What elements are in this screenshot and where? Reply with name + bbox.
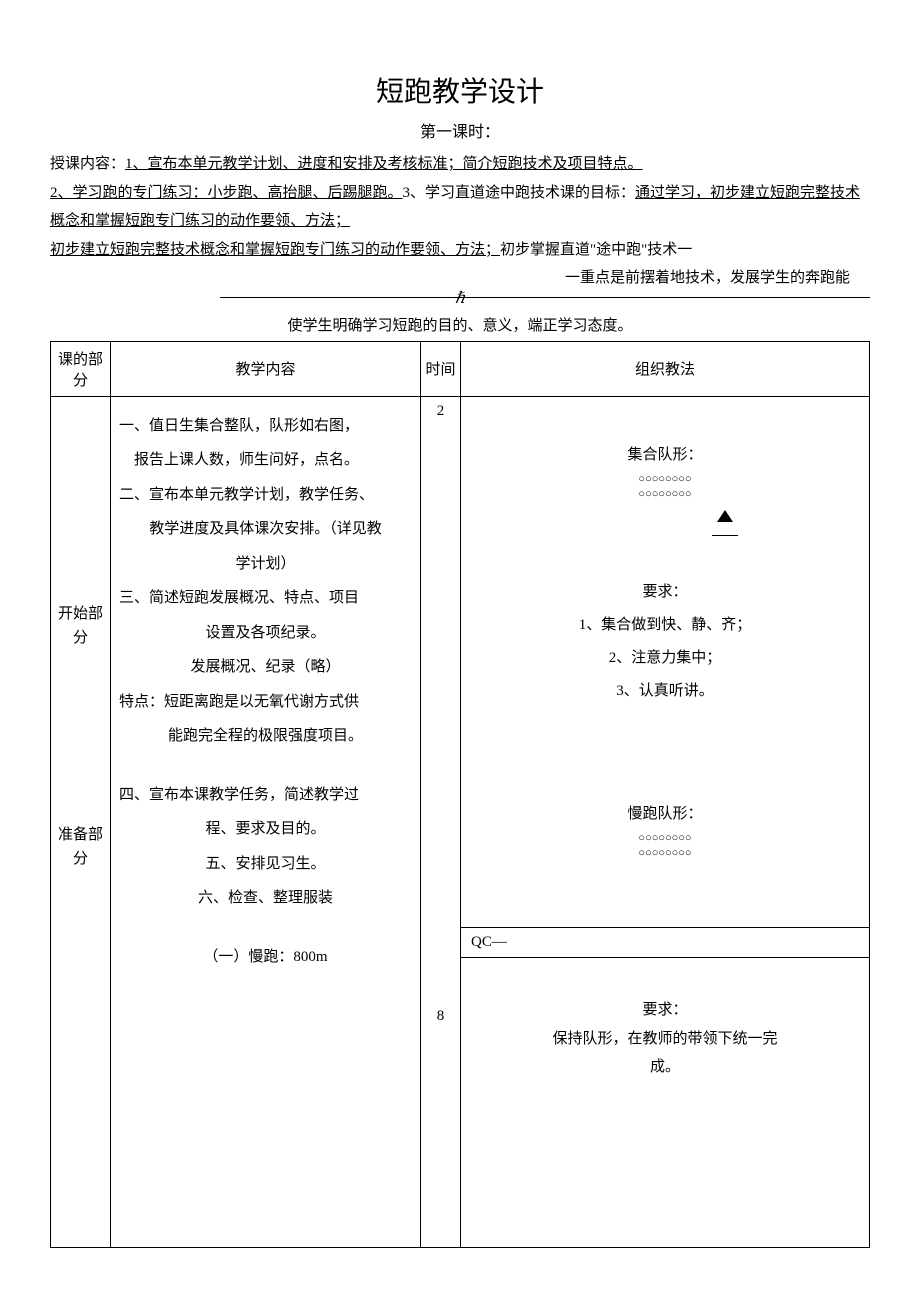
start-label: 开始部分 (55, 602, 106, 650)
table-row: （一）慢跑：800m 8 QC— 要求： 保持队形，在教师的带领下统一完 成。 (51, 928, 870, 1248)
content-l12: 程、要求及目的。 (119, 812, 412, 847)
jog-dots-1: ○○○○○○○○ (469, 831, 861, 846)
content-cell-1: 一、值日生集合整队，队形如右图， 报告上课人数，师生问好，点名。 二、宣布本单元… (111, 396, 421, 766)
req2-body1: 保持队形，在教师的带领下统一完 (465, 1027, 865, 1051)
jog-title: 慢跑队形： (469, 798, 861, 831)
intro-2b: 3、学习直道途中跑技术 (403, 185, 561, 201)
part-cell-2: 准备部分 (51, 766, 111, 928)
content-l14: 六、检查、整理服装 (119, 881, 412, 916)
method-cell-1: 集合队形： ○○○○○○○○ ○○○○○○○○ 要求： 1、集合做到快、静、齐；… (461, 396, 870, 766)
content-l6: 三、简述短跑发展概况、特点、项目 (119, 581, 412, 616)
part-cell: 开始部分 (51, 396, 111, 766)
header-time: 时间 (421, 341, 461, 396)
time-cell-1: 2 (421, 396, 461, 766)
content-l2: 报告上课人数，师生问好，点名。 (119, 443, 412, 478)
content-l10: 能跑完全程的极限强度项目。 (119, 719, 412, 754)
time-cell-blank (421, 766, 461, 928)
content-l7: 设置及各项纪录。 (119, 616, 412, 651)
purpose-line: 使学生明确学习短跑的目的、意义，端正学习态度。 (50, 308, 870, 341)
intro-2a: 2、学习跑的专门练习：小步跑、高抬腿、后踢腿跑。 (50, 185, 403, 201)
table-row: 准备部分 四、宣布本课教学任务，简述教学过 程、要求及目的。 五、安排见习生。 … (51, 766, 870, 928)
content-l13: 五、安排见习生。 (119, 847, 412, 882)
content-l8: 发展概况、纪录（略） (119, 650, 412, 685)
doc-subtitle: 第一课时： (50, 118, 870, 142)
req-1: 1、集合做到快、静、齐； (469, 609, 861, 642)
jog-dots-2: ○○○○○○○○ (469, 846, 861, 861)
qc-label: QC— (461, 928, 869, 958)
part-cell-3 (51, 928, 111, 1248)
content-l4: 教学进度及具体课次安排。（详见教 (119, 512, 412, 547)
content-cell-3: （一）慢跑：800m (111, 928, 421, 1248)
table-row: 开始部分 一、值日生集合整队，队形如右图， 报告上课人数，师生问好，点名。 二、… (51, 396, 870, 766)
lesson-table: 课的部分 教学内容 时间 组织教法 开始部分 一、值日生集合整队，队形如右图， … (50, 341, 870, 1249)
content-l3: 二、宣布本单元教学计划，教学任务、 (119, 478, 412, 513)
hbar-row: ℏ (50, 297, 870, 308)
intro-label: 授课内容： (50, 156, 125, 172)
header-part: 课的部分 (51, 341, 111, 396)
req2-title: 要求： (465, 994, 865, 1027)
content-l9: 特点：短距离跑是以无氧代谢方式供 (119, 685, 412, 720)
time-cell-2: 8 (421, 928, 461, 1248)
content-l15: （一）慢跑：800m (119, 940, 412, 975)
header-method: 组织教法 (461, 341, 870, 396)
req-3: 3、认真听讲。 (469, 675, 861, 708)
content-l11: 四、宣布本课教学任务，简述教学过 (119, 778, 412, 813)
req2-body2: 成。 (465, 1051, 865, 1084)
formation-dots-1: ○○○○○○○○ (469, 472, 861, 487)
method-cell-3: QC— 要求： 保持队形，在教师的带领下统一完 成。 (461, 928, 870, 1248)
header-content: 教学内容 (111, 341, 421, 396)
content-cell-2: 四、宣布本课教学任务，简述教学过 程、要求及目的。 五、安排见习生。 六、检查、… (111, 766, 421, 928)
formation-dots-2: ○○○○○○○○ (469, 487, 861, 502)
intro-block: 授课内容：1、宣布本单元教学计划、进度和安排及考核标准；简介短跑技术及项目特点。… (50, 150, 870, 264)
doc-title: 短跑教学设计 (50, 70, 870, 110)
intro-1: 1、宣布本单元教学计划、进度和安排及考核标准；简介短跑技术及项目特点。 (125, 156, 643, 172)
formation-title: 集合队形： (469, 439, 861, 472)
intro-4a: 初步建立短跑完整技术概念和掌握短跑专门练习的动作要领、方法； (50, 242, 500, 258)
req-title: 要求： (469, 576, 861, 609)
content-l5: 学计划） (119, 547, 412, 582)
content-l1: 一、值日生集合整队，队形如右图， (119, 409, 412, 444)
req-2: 2、注意力集中； (469, 642, 861, 675)
prep-label: 准备部分 (55, 823, 106, 871)
hbar-char: ℏ (455, 290, 465, 307)
teacher-icon (717, 510, 733, 522)
table-header-row: 课的部分 教学内容 时间 组织教法 (51, 341, 870, 396)
teacher-marker-wrap (469, 502, 861, 536)
intro-3a: 课的目标： (560, 185, 635, 201)
method-cell-2: 慢跑队形： ○○○○○○○○ ○○○○○○○○ (461, 766, 870, 928)
intro-4b: 初步掌握直道"途中跑"技术一 (500, 242, 692, 258)
